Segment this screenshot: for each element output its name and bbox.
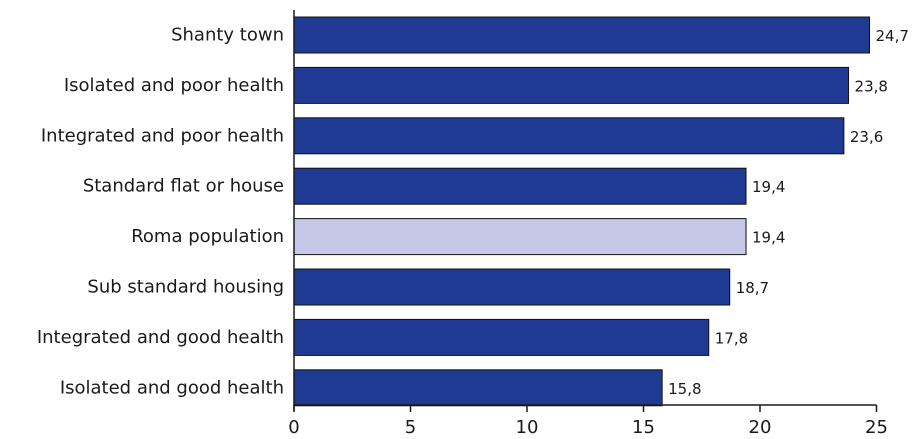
category-label-standard-flat-or-house: Standard flat or house xyxy=(83,176,284,197)
bar-shanty-town xyxy=(293,16,871,54)
category-label-isolated-and-good-health: Isolated and good health xyxy=(60,377,284,398)
bar-integrated-and-good-health xyxy=(293,318,710,356)
bar-roma-population xyxy=(293,218,747,256)
value-labels-group: 24,7 23,8 23,6 19,4 19,4 18,7 17,8 15,8 xyxy=(668,27,909,398)
value-label-isolated-and-good-health: 15,8 xyxy=(668,380,701,398)
bar-standard-flat-or-house xyxy=(293,167,747,205)
category-label-sub-standard-housing: Sub standard housing xyxy=(87,277,284,298)
category-label-isolated-and-poor-health: Isolated and poor health xyxy=(64,75,284,96)
category-label-roma-population: Roma population xyxy=(131,226,284,247)
bar-sub-standard-housing xyxy=(293,268,731,306)
value-label-sub-standard-housing: 18,7 xyxy=(736,279,769,297)
x-tick-label-0: 0 xyxy=(288,417,299,438)
bar-isolated-and-good-health xyxy=(293,369,663,407)
x-tick-label-15: 15 xyxy=(632,417,655,438)
value-label-integrated-and-good-health: 17,8 xyxy=(715,329,748,347)
category-labels-group: Shanty town Isolated and poor health Integ… xyxy=(37,25,284,399)
x-ticks-group: 0 5 10 15 20 25 xyxy=(288,405,888,438)
x-tick-label-25: 25 xyxy=(865,417,888,438)
axes-group xyxy=(293,10,877,411)
value-label-isolated-and-poor-health: 23,8 xyxy=(855,77,888,95)
bar-isolated-and-poor-health xyxy=(293,66,850,104)
value-label-standard-flat-or-house: 19,4 xyxy=(752,178,785,196)
bar-integrated-and-poor-health xyxy=(293,117,845,155)
category-label-integrated-and-good-health: Integrated and good health xyxy=(37,327,284,348)
x-tick-label-10: 10 xyxy=(516,417,539,438)
category-label-shanty-town: Shanty town xyxy=(171,25,284,46)
bars-group xyxy=(293,16,871,407)
x-tick-label-5: 5 xyxy=(405,417,416,438)
value-label-roma-population: 19,4 xyxy=(752,229,785,247)
x-tick-label-20: 20 xyxy=(749,417,772,438)
value-label-integrated-and-poor-health: 23,6 xyxy=(850,128,883,146)
category-label-integrated-and-poor-health: Integrated and poor health xyxy=(41,125,284,146)
value-label-shanty-town: 24,7 xyxy=(876,27,909,45)
